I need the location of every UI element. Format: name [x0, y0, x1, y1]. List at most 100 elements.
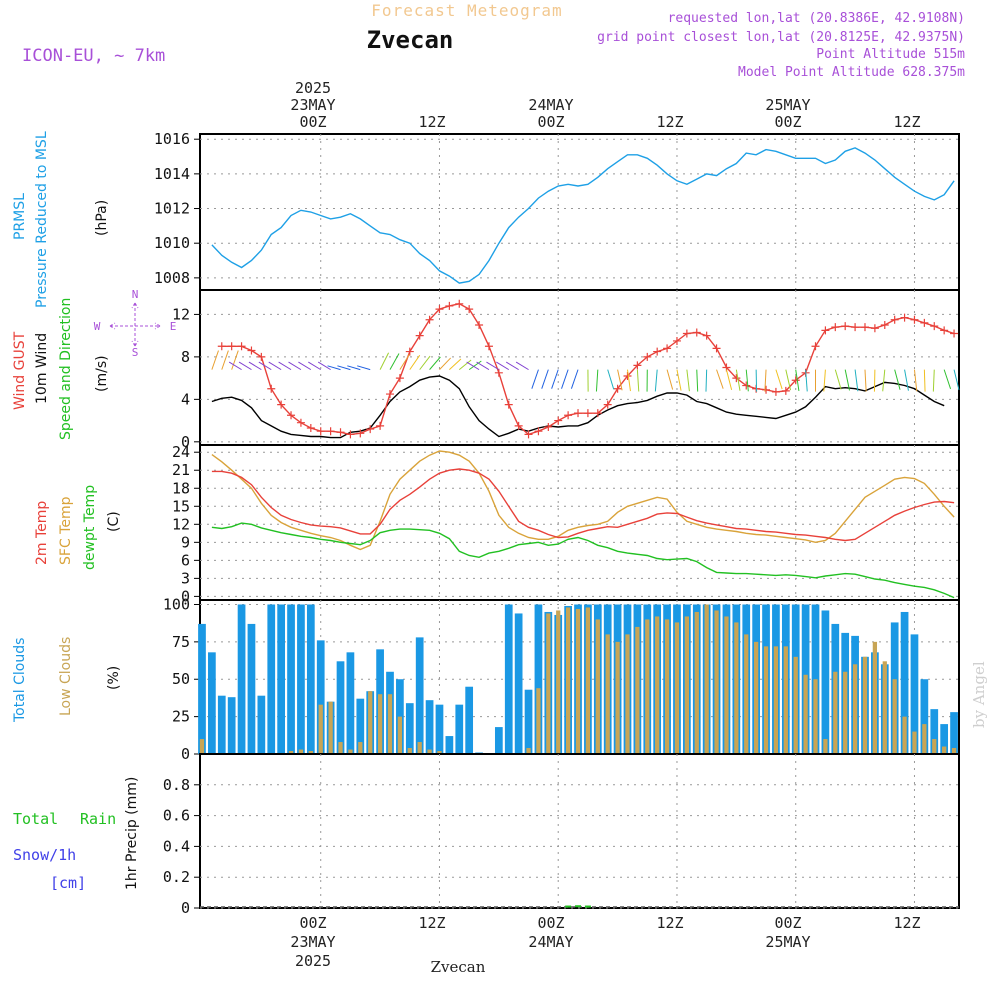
- low-cloud-bar: [803, 674, 808, 754]
- time-tick-bottom: 12Z: [418, 914, 445, 932]
- wind-gust-marker: [910, 315, 919, 324]
- wind-direction-arrow: [705, 369, 708, 392]
- total-cloud-bar: [455, 704, 464, 754]
- wind-direction-arrow: [745, 369, 749, 392]
- compass-rose: N S W E: [94, 288, 177, 359]
- wind-gust-marker: [791, 376, 800, 385]
- wind-direction-arrow: [913, 369, 918, 392]
- wind-direction-arrow: [231, 350, 239, 370]
- wind-gust-marker: [663, 344, 672, 353]
- low-cloud-bar: [625, 634, 630, 754]
- wind-direction-arrow: [834, 369, 842, 390]
- low-cloud-bar: [397, 716, 403, 754]
- total-cloud-bar: [425, 700, 434, 754]
- low-cloud-bar: [635, 626, 640, 754]
- total-label: Total: [13, 810, 58, 828]
- year-label-top: 2025: [295, 79, 331, 97]
- wind-ytick-label: 0: [181, 433, 190, 451]
- total-cloud-bar: [950, 712, 958, 754]
- wind-ytick-label: 12: [172, 305, 190, 323]
- wind-direction-arrow: [228, 361, 242, 371]
- total-cloud-bar: [465, 686, 474, 754]
- date-label-top: 25MAY: [765, 96, 810, 114]
- low-cloud-bar: [526, 748, 531, 754]
- total-cloud-bar: [811, 604, 820, 754]
- pressure-ytick-label: 1014: [154, 165, 190, 183]
- 10m-wind-label: 10m Wind: [34, 333, 50, 404]
- model-label: ICON-EU, ~ 7km: [22, 46, 165, 66]
- total-cloud-bar: [910, 634, 919, 754]
- time-tick-bottom: 00Z: [537, 914, 564, 932]
- low-cloud-bar: [377, 694, 383, 754]
- wind-gust-marker: [890, 315, 899, 324]
- total-cloud-bar: [297, 604, 305, 754]
- compass-south: S: [132, 346, 139, 359]
- prmsl-label: PRMSL: [12, 193, 28, 240]
- wind-gust-marker: [455, 299, 464, 308]
- sfc-temp-label: SFC Temp: [58, 496, 74, 565]
- low-cloud-bar: [684, 616, 689, 754]
- wind-direction-arrow: [278, 361, 292, 371]
- speed-direction-label: Speed and Direction: [58, 298, 74, 440]
- total-cloud-bar: [336, 661, 345, 754]
- wind-gust-marker: [534, 427, 543, 436]
- wind-direction-arrow: [923, 369, 926, 392]
- low-cloud-bar: [655, 616, 660, 754]
- wind-gust-marker: [841, 322, 850, 331]
- wind-direction-arrow: [268, 361, 282, 371]
- wind-gust-marker: [742, 381, 751, 390]
- wind-direction-arrow: [379, 352, 390, 370]
- grid-point-coords: grid point closest lon,lat (20.8125E, 42…: [597, 30, 965, 45]
- wind-gust-marker: [633, 361, 642, 370]
- temperature-ytick-label: 18: [172, 479, 190, 497]
- wind-direction-arrow: [764, 369, 767, 392]
- wind-direction-arrow: [439, 357, 452, 370]
- low-cloud-bar: [714, 610, 719, 754]
- wind-gust-marker: [356, 429, 365, 438]
- wind-gust-marker: [257, 352, 266, 361]
- wind-direction-arrow: [327, 365, 341, 371]
- sfc-temp-line: [211, 450, 955, 551]
- wind-gust-marker: [247, 346, 256, 355]
- total-cloud-bar: [445, 736, 454, 754]
- wind-direction-arrow: [238, 361, 252, 371]
- wind-direction-arrow: [308, 361, 321, 371]
- low-cloud-bar: [902, 716, 907, 754]
- low-cloud-bar: [407, 748, 412, 754]
- low-cloud-bar: [912, 731, 917, 754]
- rain-bar: [565, 905, 572, 908]
- total-cloud-bar: [267, 604, 276, 754]
- cloud-labels: Total Clouds Low Clouds (%): [12, 637, 122, 723]
- wind-direction-arrow: [515, 361, 529, 371]
- precip-axis-label: 1hr Precip (mm): [124, 777, 140, 890]
- bottom-time-axis: 00Z 12Z 00Z 12Z 00Z 12Z 23MAY 24MAY 25MA…: [290, 914, 920, 976]
- wind-gust-marker: [277, 400, 286, 409]
- wind-gust-label: Wind GUST: [12, 331, 28, 410]
- total-cloud-bar: [346, 652, 355, 754]
- snow-unit: [cm]: [50, 874, 86, 892]
- wind-gust-marker: [692, 328, 701, 337]
- wind-direction-arrow: [399, 354, 410, 370]
- wind-gust-marker: [465, 305, 474, 314]
- model-altitude: Model Point Altitude 628.375m: [738, 65, 965, 80]
- wind-gust-marker: [306, 424, 315, 433]
- wind-direction-arrow: [337, 365, 351, 371]
- wind-direction-arrow: [211, 350, 219, 370]
- wind-gust-marker: [316, 427, 325, 436]
- 2m-temp-label: 2m Temp: [34, 501, 50, 565]
- wind-gust-marker: [732, 374, 741, 383]
- wind-gust-marker: [376, 421, 385, 430]
- wind-direction-arrow: [864, 369, 867, 392]
- low-cloud-bar: [704, 604, 709, 754]
- low-cloud-bar: [199, 739, 205, 754]
- clouds-ytick-label: 50: [172, 670, 190, 688]
- wind-gust-marker: [920, 318, 929, 327]
- temperature-ytick-label: 0: [181, 587, 190, 605]
- precip-ytick-label: 0.8: [163, 776, 190, 794]
- wind-gust-marker: [870, 324, 879, 333]
- wind-direction-arrow: [505, 361, 519, 371]
- low-cloud-bar: [595, 619, 600, 754]
- compass-arrows: [109, 302, 161, 347]
- wind-direction-arrow: [626, 369, 631, 392]
- wind-direction-arrow: [785, 369, 792, 391]
